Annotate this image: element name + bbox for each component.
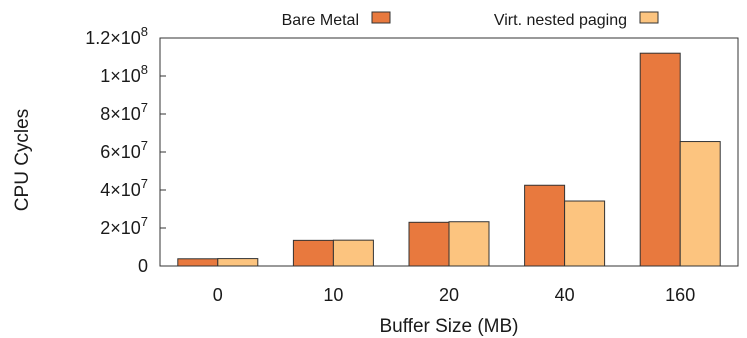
legend: Bare Metal Virt. nested paging xyxy=(282,11,659,29)
bar-bare-metal-160 xyxy=(639,52,681,267)
bars xyxy=(177,52,721,267)
y-tick-label: 2×107 xyxy=(100,214,148,238)
y-tick-label: 1×108 xyxy=(100,62,148,86)
bar-bare-metal-40 xyxy=(524,184,566,267)
y-tick-label: 0 xyxy=(138,256,148,276)
plot-frame xyxy=(159,37,739,267)
bar-virt-nested-paging-160 xyxy=(679,141,721,267)
x-tick-label: 10 xyxy=(323,285,343,305)
bar-bare-metal-20 xyxy=(408,221,450,267)
y-tick-label: 8×107 xyxy=(100,100,148,124)
bar-virt-nested-paging-10 xyxy=(332,239,374,267)
bar-virt-nested-paging-0 xyxy=(217,258,259,267)
x-tick-label: 40 xyxy=(555,285,575,305)
x-tick-label: 20 xyxy=(439,285,459,305)
y-tick-label: 4×107 xyxy=(100,176,148,200)
x-tick-label: 160 xyxy=(665,285,695,305)
legend-swatch xyxy=(371,11,391,24)
legend-label: Bare Metal xyxy=(282,12,359,29)
bar-virt-nested-paging-20 xyxy=(448,221,490,267)
bar-virt-nested-paging-40 xyxy=(564,200,606,267)
y-tick-label: 6×107 xyxy=(100,138,148,162)
legend-swatch xyxy=(639,11,659,24)
y-axis-label: CPU Cycles xyxy=(12,109,33,211)
y-tick-label: 1.2×108 xyxy=(85,24,148,48)
x-axis-ticks: 0 10 20 40 160 xyxy=(213,261,695,305)
bar-bare-metal-0 xyxy=(177,258,219,267)
x-axis-label: Buffer Size (MB) xyxy=(379,316,518,337)
bar-bare-metal-10 xyxy=(292,239,334,267)
legend-label: Virt. nested paging xyxy=(494,12,627,29)
x-tick-label: 0 xyxy=(213,285,223,305)
y-axis-ticks: 0 2×107 4×107 6×107 8×107 1×108 1.2×108 xyxy=(85,24,166,276)
